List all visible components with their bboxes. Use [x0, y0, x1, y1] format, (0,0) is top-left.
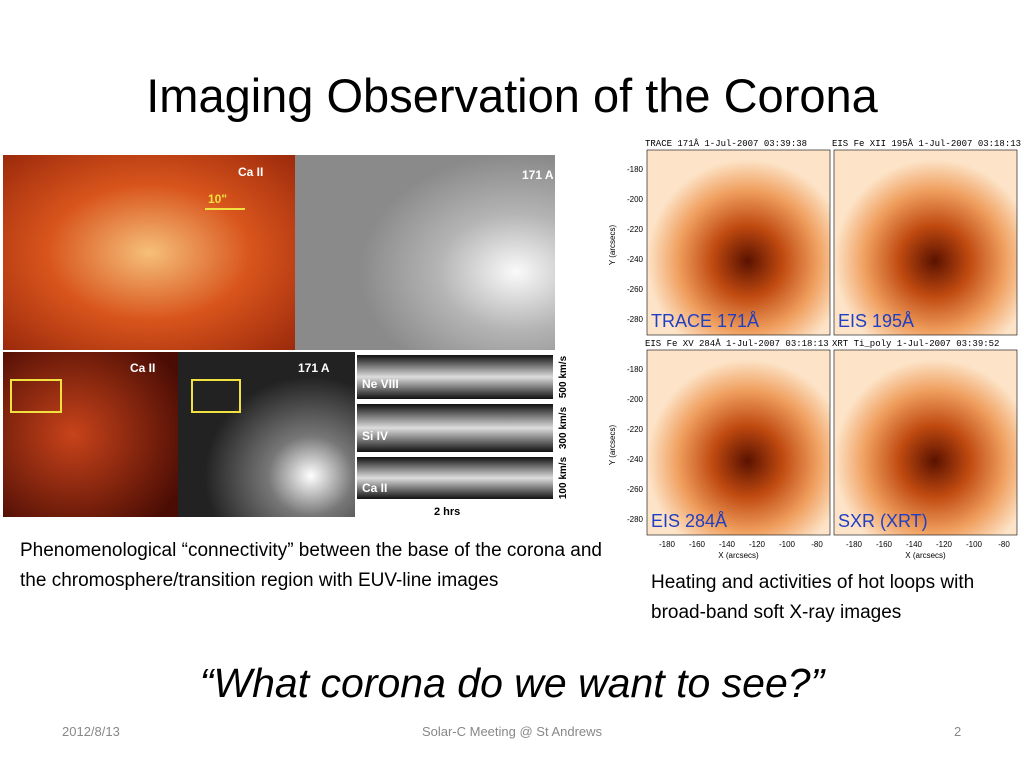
y-tick-label: -180 [627, 365, 644, 374]
y-tick-label: -260 [627, 485, 644, 494]
x-tick-label: -140 [906, 540, 923, 549]
panel-label: SXR (XRT) [838, 511, 928, 531]
question: “What corona do we want to see?” [199, 660, 825, 706]
y-tick-label: -280 [627, 315, 644, 324]
left-figure: Ca II 10" 171 A Ca II 171 A 2 hrs Ne VII… [3, 155, 569, 518]
y-tick-label: -240 [627, 455, 644, 464]
scale-label: 10" [208, 192, 227, 206]
speed-label: 300 km/s [558, 406, 569, 449]
y-tick-label: -180 [627, 165, 644, 174]
footer-center: Solar-C Meeting @ St Andrews [421, 724, 603, 739]
x-tick-label: -160 [876, 540, 893, 549]
x-tick-label: -160 [689, 540, 706, 549]
speed-label: 100 km/s [558, 456, 569, 499]
time-label: 2 hrs [434, 506, 460, 518]
speed-label: 500 km/s [558, 355, 569, 398]
solar-image [646, 149, 831, 336]
spectrum [357, 355, 553, 399]
image-label: Ca II [130, 361, 155, 375]
y-tick-label: -240 [627, 255, 644, 264]
y-tick-label: -260 [627, 285, 644, 294]
x-axis-label: X (arcsecs) [718, 551, 759, 560]
y-axis-label: Y (arcsecs) [608, 225, 617, 266]
x-tick-label: -100 [779, 540, 796, 549]
solar-image [833, 149, 1018, 336]
x-tick-label: -120 [749, 540, 766, 549]
slide-title: Imaging Observation of the Corona [146, 69, 878, 122]
footer-date: 2012/8/13 [62, 724, 120, 739]
ca-ii-image [3, 155, 295, 350]
x-tick-label: -180 [659, 540, 676, 549]
solar-image [646, 349, 831, 536]
x-tick-label: -80 [998, 540, 1010, 549]
image-label: Ca II [238, 165, 263, 179]
solar-image [833, 349, 1018, 536]
x-tick-label: -140 [719, 540, 736, 549]
x-axis-label: X (arcsecs) [905, 551, 946, 560]
spectrum [357, 457, 553, 499]
y-tick-label: -200 [627, 195, 644, 204]
euv-image [295, 155, 555, 350]
y-tick-label: -200 [627, 395, 644, 404]
highlight-box [10, 379, 62, 413]
panel-header: EIS Fe XV 284Å 1-Jul-2007 03:18:13 [645, 338, 829, 349]
euv-image-small [178, 352, 355, 517]
x-tick-label: -120 [936, 540, 953, 549]
highlight-box [191, 379, 241, 413]
right-caption: Heating and activities of hot loops with… [651, 572, 975, 623]
panel-header: EIS Fe XII 195Å 1-Jul-2007 03:18:13 [832, 138, 1021, 149]
x-tick-label: -80 [811, 540, 823, 549]
spectrum-label: Ne VIII [362, 377, 399, 391]
y-tick-label: -280 [627, 515, 644, 524]
panel-label: EIS 284Å [651, 511, 727, 531]
x-tick-label: -180 [846, 540, 863, 549]
panel-header: XRT Ti_poly 1-Jul-2007 03:39:52 [832, 339, 999, 349]
left-caption: Phenomenological “connectivity” between … [20, 540, 602, 591]
ca-ii-image-small [3, 352, 178, 517]
panel-label: EIS 195Å [838, 311, 914, 331]
x-tick-label: -100 [966, 540, 983, 549]
spectrum-label: Si IV [362, 429, 388, 443]
spectrum-label: Ca II [362, 481, 387, 495]
y-tick-label: -220 [627, 225, 644, 234]
y-tick-label: -220 [627, 425, 644, 434]
y-axis-label: Y (arcsecs) [608, 425, 617, 466]
image-label: 171 A [298, 361, 330, 375]
panel-label: TRACE 171Å [651, 311, 759, 331]
image-label: 171 A [522, 168, 554, 182]
page-number: 2 [954, 724, 962, 739]
panel-header: TRACE 171Å 1-Jul-2007 03:39:38 [645, 138, 807, 149]
right-figure: TRACE 171Å 1-Jul-2007 03:39:38 TRACE 171Å… [608, 138, 1021, 560]
spectrum [357, 404, 553, 452]
